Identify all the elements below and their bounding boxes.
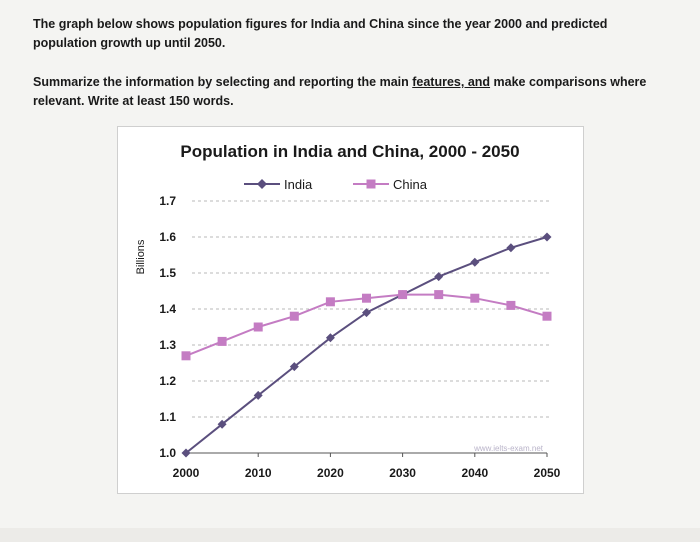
data-point-china <box>398 290 408 300</box>
question-text-1: The graph below shows population figures… <box>33 17 608 50</box>
legend-marker-india <box>257 179 267 189</box>
data-point-china <box>253 322 263 332</box>
y-axis-label: Billions <box>135 239 147 274</box>
data-point-china <box>362 293 371 303</box>
data-point-india <box>506 243 516 253</box>
data-point-china <box>542 311 552 321</box>
data-point-china <box>325 297 335 307</box>
data-point-india <box>289 362 299 372</box>
data-point-china <box>434 290 444 300</box>
y-tick-label: 1.2 <box>159 374 176 388</box>
data-point-india <box>542 232 552 242</box>
chart-frame: Population in India and China, 2000 - 20… <box>117 126 584 494</box>
y-tick-label: 1.1 <box>159 410 176 424</box>
question-text-2b: make comparisons where relevant. Write a… <box>33 75 647 108</box>
data-point-china <box>181 351 191 361</box>
series-line-china <box>185 293 548 357</box>
data-point-china <box>217 336 227 346</box>
question-paragraph-1: The graph below shows population figures… <box>33 15 673 53</box>
x-tick-label: 2040 <box>461 466 488 480</box>
data-point-china <box>289 311 299 321</box>
x-tick-label: 2010 <box>245 466 272 480</box>
x-tick-label: 2050 <box>534 466 561 480</box>
question-paragraph-2: Summarize the information by selecting a… <box>33 73 673 111</box>
data-point-india <box>470 257 480 267</box>
y-tick-label: 1.0 <box>159 446 176 460</box>
data-point-china <box>470 293 480 303</box>
y-tick-label: 1.7 <box>159 194 176 208</box>
data-point-china <box>506 300 516 310</box>
y-tick-label: 1.3 <box>159 338 176 352</box>
x-tick-label: 2000 <box>173 466 200 480</box>
data-point-india <box>325 333 335 343</box>
x-tick-label: 2020 <box>317 466 344 480</box>
question-text-2a: Summarize the information by selecting a… <box>33 75 413 89</box>
y-tick-label: 1.6 <box>159 230 176 244</box>
legend-label-india: India <box>284 177 313 192</box>
y-tick-label: 1.4 <box>159 302 176 316</box>
data-point-india <box>217 419 227 429</box>
data-point-india <box>362 308 371 318</box>
x-tick-label: 2030 <box>389 466 416 480</box>
y-tick-label: 1.5 <box>159 266 176 280</box>
population-chart: Population in India and China, 2000 - 20… <box>135 142 561 480</box>
chart-title: Population in India and China, 2000 - 20… <box>180 142 519 161</box>
legend-label-china: China <box>393 177 428 192</box>
data-point-india <box>253 390 263 400</box>
legend-marker-china <box>366 179 376 189</box>
page-bottom-strip <box>0 528 700 542</box>
watermark-text: www.ielts-exam.net <box>473 444 544 453</box>
data-point-india <box>434 272 444 282</box>
features-link[interactable]: features, and <box>412 75 491 89</box>
data-point-india <box>181 448 191 458</box>
